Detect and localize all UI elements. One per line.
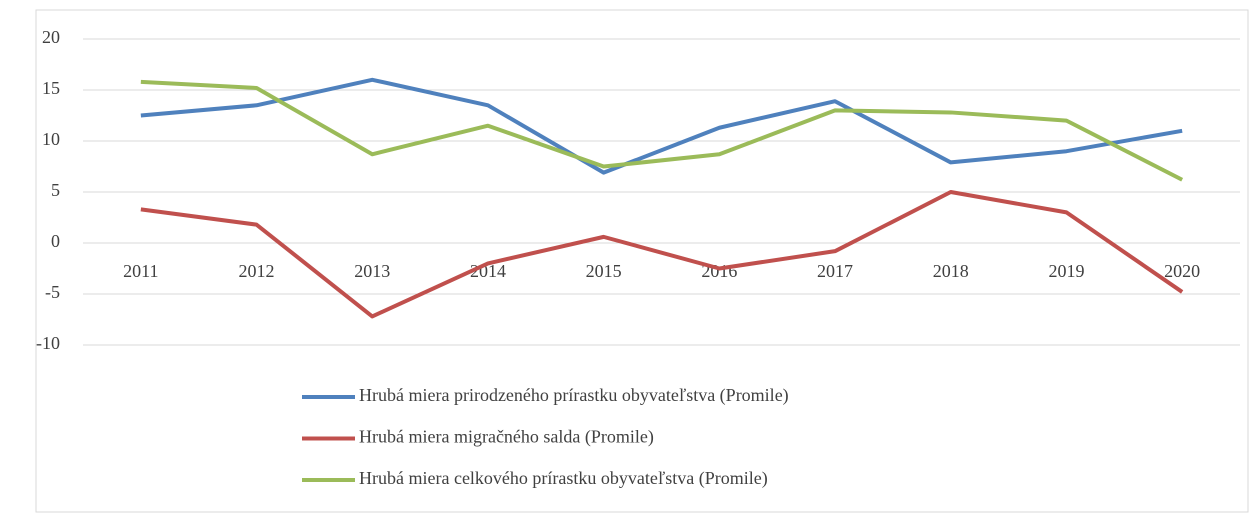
x-tick-label: 2018 xyxy=(933,261,969,281)
y-tick-label: 5 xyxy=(51,180,60,200)
y-tick-label: 0 xyxy=(51,231,60,251)
x-tick-label: 2013 xyxy=(354,261,390,281)
y-tick-label: 10 xyxy=(42,129,60,149)
y-tick-label: 20 xyxy=(42,27,60,47)
x-tick-label: 2012 xyxy=(239,261,275,281)
legend-label: Hrubá miera prirodzeného prírastku obyva… xyxy=(359,385,789,406)
series-line xyxy=(140,190,1184,319)
y-tick-label: 15 xyxy=(42,78,60,98)
x-tick-label: 2011 xyxy=(123,261,158,281)
x-tick-label: 2015 xyxy=(586,261,622,281)
legend-label: Hrubá miera celkového prírastku obyvateľ… xyxy=(359,468,768,489)
series-line xyxy=(140,79,1184,182)
series-line xyxy=(140,77,1183,175)
chart-frame xyxy=(35,9,1249,513)
legend-label: Hrubá miera migračného salda (Promile) xyxy=(359,427,654,448)
y-tick-label: -5 xyxy=(45,282,60,302)
y-tick-label: -10 xyxy=(36,333,60,353)
x-tick-label: 2017 xyxy=(817,261,853,281)
x-tick-label: 2020 xyxy=(1164,261,1200,281)
x-tick-label: 2019 xyxy=(1048,261,1084,281)
